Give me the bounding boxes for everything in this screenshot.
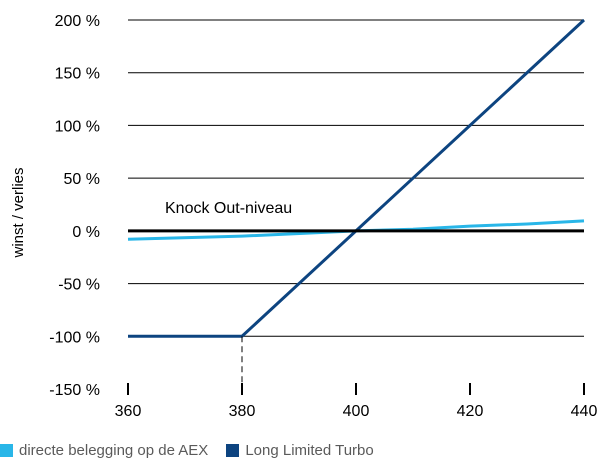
y-tick-label: -100 % xyxy=(49,329,100,346)
knock-out-label: Knock Out-niveau xyxy=(165,200,292,217)
y-tick-label: 200 % xyxy=(55,13,100,30)
x-tick-label: 380 xyxy=(229,403,256,420)
chart: 360 380 400 420 440 200 % 150 % 100 % 50 % 0 % -5… xyxy=(10,13,598,420)
grid xyxy=(128,19,584,337)
legend-swatch xyxy=(0,443,13,457)
y-tick-label: 150 % xyxy=(55,66,100,83)
legend: directe belegging op de AEX Long Limited… xyxy=(0,440,392,460)
legend-swatch xyxy=(226,443,240,457)
y-tick-label: 0 % xyxy=(72,224,100,241)
y-tick-label: -150 % xyxy=(49,382,100,399)
x-tick-label: 360 xyxy=(115,403,142,420)
y-tick-label: 50 % xyxy=(64,171,100,188)
legend-item-directe-belegging: directe belegging op de AEX xyxy=(0,442,208,459)
legend-label: directe belegging op de AEX xyxy=(19,441,209,459)
legend-item-long-limited-turbo: Long Limited Turbo xyxy=(226,441,374,459)
x-axis: 360 380 400 420 440 xyxy=(115,383,598,420)
y-axis: 200 % 150 % 100 % 50 % 0 % -50 % -100 % -150 % xyxy=(49,13,100,399)
y-tick-label: -50 % xyxy=(58,277,100,294)
y-tick-label: 100 % xyxy=(55,118,100,135)
legend-label: Long Limited Turbo xyxy=(245,441,374,459)
annotation-layer: Knock Out-niveau xyxy=(128,200,584,395)
x-tick-label: 420 xyxy=(457,403,484,420)
series-line-directe-belegging xyxy=(127,219,585,241)
y-axis-title: winst / verlies xyxy=(10,167,27,258)
x-tick-label: 440 xyxy=(571,403,598,420)
x-tick-label: 400 xyxy=(343,403,370,420)
